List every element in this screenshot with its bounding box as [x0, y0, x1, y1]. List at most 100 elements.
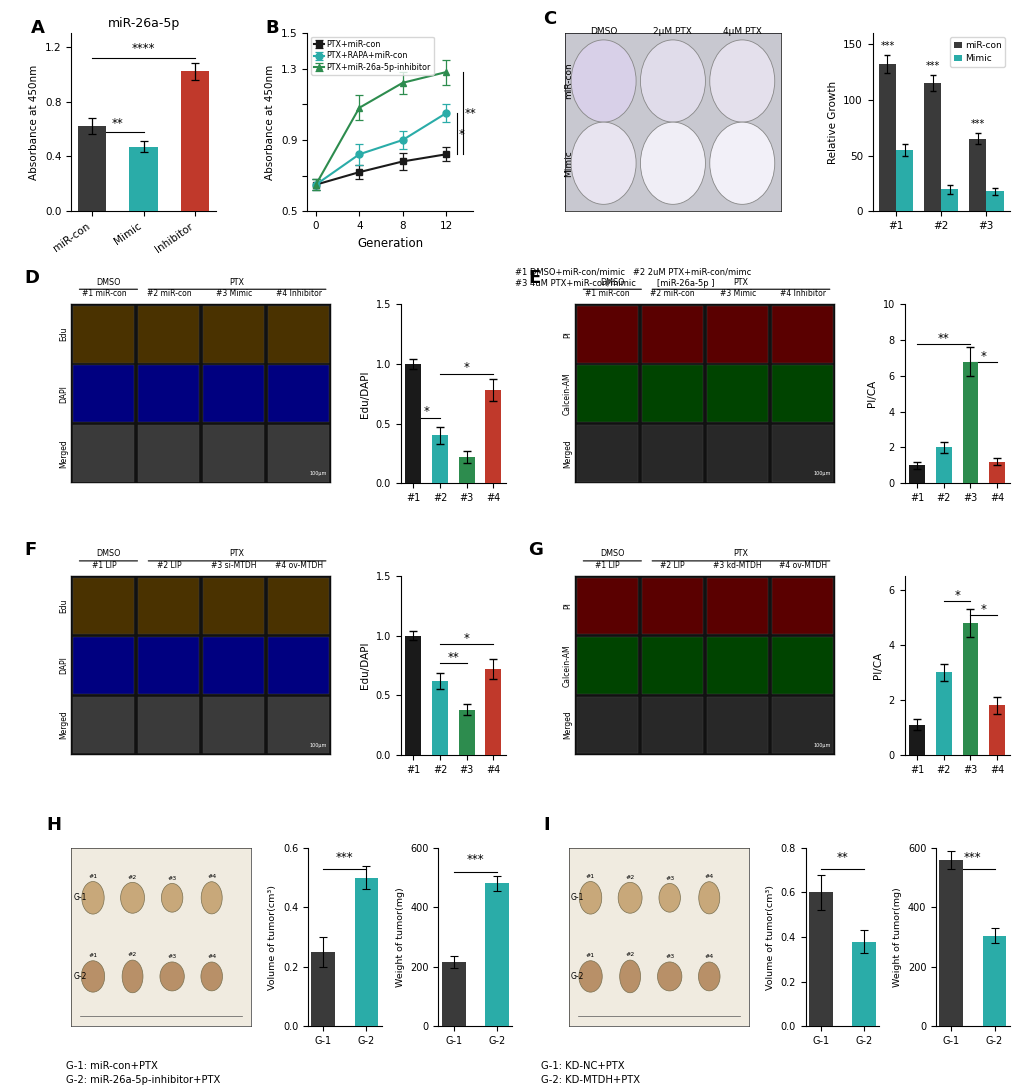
Bar	[311, 952, 335, 1026]
Text: A: A	[31, 19, 45, 37]
Bar	[73, 425, 135, 482]
Text: PTX: PTX	[229, 549, 245, 558]
Text: ***: ***	[466, 853, 484, 866]
Bar	[642, 637, 702, 693]
Text: Mimic: Mimic	[564, 150, 573, 177]
Text: DMSO: DMSO	[96, 549, 120, 558]
Bar	[771, 697, 833, 753]
Bar	[706, 697, 767, 753]
Text: Merged: Merged	[59, 439, 68, 467]
Text: #3 Mimic: #3 Mimic	[719, 289, 755, 298]
Ellipse shape	[640, 122, 705, 204]
Text: ****: ****	[131, 43, 155, 56]
Text: #2 miR-con: #2 miR-con	[147, 289, 191, 298]
Text: #1: #1	[586, 874, 594, 879]
Bar	[180, 71, 209, 212]
Text: G-2: G-2	[571, 972, 584, 981]
Text: H: H	[46, 816, 61, 834]
Text: #3: #3	[664, 876, 674, 881]
Ellipse shape	[160, 962, 184, 990]
Bar	[642, 697, 702, 753]
Text: C: C	[542, 10, 555, 27]
Text: ***: ***	[335, 851, 354, 864]
Text: #2: #2	[127, 952, 137, 958]
Text: #4 ov-MTDH: #4 ov-MTDH	[777, 561, 826, 570]
Ellipse shape	[82, 961, 105, 993]
Bar	[706, 425, 767, 482]
Bar	[909, 725, 924, 755]
Text: Merged: Merged	[59, 711, 68, 739]
Bar	[706, 637, 767, 693]
Text: Merged: Merged	[562, 711, 572, 739]
Ellipse shape	[640, 40, 705, 122]
Ellipse shape	[571, 122, 636, 204]
Bar	[485, 883, 508, 1026]
Text: #2 LIP: #2 LIP	[659, 561, 685, 570]
Bar	[808, 892, 832, 1026]
Y-axis label: Absorbance at 450nm: Absorbance at 450nm	[265, 64, 275, 180]
Bar	[771, 366, 833, 423]
Y-axis label: Edu/DAPI: Edu/DAPI	[360, 370, 370, 417]
Bar	[577, 578, 638, 634]
Text: PTX: PTX	[229, 277, 245, 286]
Text: G-2: G-2	[73, 972, 87, 981]
Bar	[985, 191, 1003, 212]
Bar	[988, 462, 1004, 483]
Text: *: *	[423, 405, 429, 418]
Text: #4: #4	[704, 954, 713, 960]
Text: #1: #1	[586, 953, 594, 958]
Bar	[459, 710, 474, 755]
Bar	[962, 361, 977, 483]
Text: G-1: KD-NC+PTX
G-2: KD-MTDH+PTX: G-1: KD-NC+PTX G-2: KD-MTDH+PTX	[540, 1061, 639, 1084]
Bar	[441, 962, 465, 1026]
X-axis label: Generation: Generation	[357, 237, 423, 250]
Ellipse shape	[579, 961, 601, 993]
Bar	[878, 64, 895, 212]
Text: *: *	[464, 361, 469, 375]
Ellipse shape	[571, 40, 636, 122]
Text: ***: ***	[963, 851, 980, 864]
Ellipse shape	[618, 882, 642, 913]
Bar	[203, 578, 264, 634]
Bar	[577, 697, 638, 753]
Text: #1 DMSO+miR-con/mimic   #2 2uM PTX+miR-con/mimc
#3 4uM PTX+miR-con/mimic        : #1 DMSO+miR-con/mimic #2 2uM PTX+miR-con…	[515, 268, 751, 288]
Text: #2: #2	[625, 875, 634, 880]
Bar	[909, 465, 924, 483]
Bar	[203, 425, 264, 482]
Y-axis label: Absorbance at 450nm: Absorbance at 450nm	[30, 64, 40, 180]
Bar	[485, 390, 500, 483]
Ellipse shape	[82, 881, 104, 914]
Bar	[406, 636, 421, 755]
Bar	[432, 436, 447, 483]
Text: D: D	[24, 269, 40, 287]
Y-axis label: Weight of tumor(mg): Weight of tumor(mg)	[893, 887, 902, 987]
Text: Merged: Merged	[562, 439, 572, 467]
Text: *: *	[459, 128, 464, 141]
Text: #2: #2	[625, 952, 634, 958]
Text: DAPI: DAPI	[59, 656, 68, 675]
Text: *: *	[464, 631, 469, 644]
Text: PTX: PTX	[733, 549, 748, 558]
Text: F: F	[24, 541, 37, 559]
Ellipse shape	[658, 883, 680, 912]
Bar	[203, 697, 264, 753]
Text: #3: #3	[664, 954, 674, 960]
Ellipse shape	[657, 962, 682, 990]
Text: G-1: G-1	[571, 893, 584, 902]
Text: ***: ***	[924, 61, 938, 71]
Text: 4μM PTX: 4μM PTX	[722, 27, 761, 36]
Ellipse shape	[698, 962, 719, 990]
Y-axis label: Edu/DAPI: Edu/DAPI	[360, 642, 370, 689]
Bar	[268, 697, 329, 753]
Bar	[73, 697, 135, 753]
Ellipse shape	[201, 881, 222, 914]
Text: Calcein-AM: Calcein-AM	[562, 372, 572, 415]
Text: **: **	[112, 117, 123, 130]
Bar	[77, 127, 106, 212]
Ellipse shape	[620, 960, 640, 993]
Text: PI: PI	[562, 331, 572, 337]
Bar	[139, 697, 199, 753]
Text: DMSO: DMSO	[589, 27, 616, 36]
Text: #3 kd-MTDH: #3 kd-MTDH	[712, 561, 761, 570]
Bar	[73, 578, 135, 634]
